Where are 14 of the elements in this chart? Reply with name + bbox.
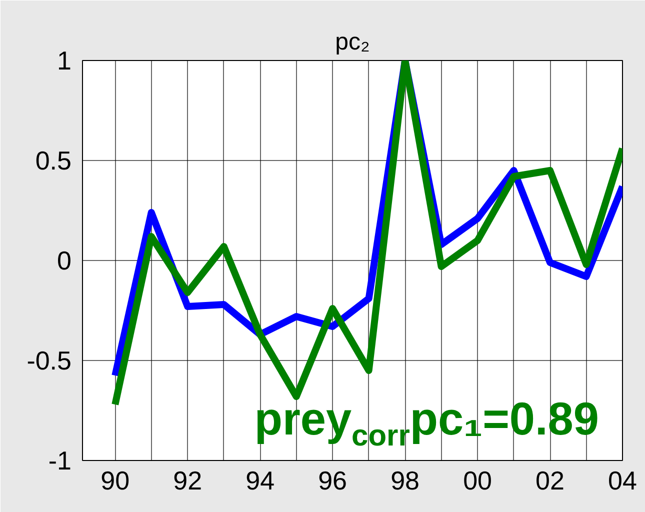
y-tick-label: 0.5 <box>35 146 72 176</box>
x-tick-label: 02 <box>536 466 564 496</box>
x-tick-label: 90 <box>100 466 130 496</box>
x-tick-label: 98 <box>390 466 420 496</box>
y-tick-label: -1 <box>48 446 72 476</box>
y-tick-label: 0 <box>57 246 72 276</box>
x-tick-label: 00 <box>463 466 492 496</box>
x-tick-label: 92 <box>173 466 202 496</box>
y-tick-label: 1 <box>57 46 72 76</box>
chart-title: pc₂ <box>335 28 370 56</box>
x-tick-label: 94 <box>246 466 275 496</box>
y-tick-label: -0.5 <box>26 346 72 376</box>
x-tick-label: 96 <box>318 466 348 496</box>
x-tick-label: 04 <box>608 466 637 496</box>
